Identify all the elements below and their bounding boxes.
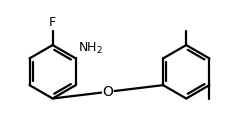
Text: F: F (49, 16, 56, 30)
Text: NH$_2$: NH$_2$ (78, 41, 103, 56)
Text: O: O (102, 85, 113, 99)
